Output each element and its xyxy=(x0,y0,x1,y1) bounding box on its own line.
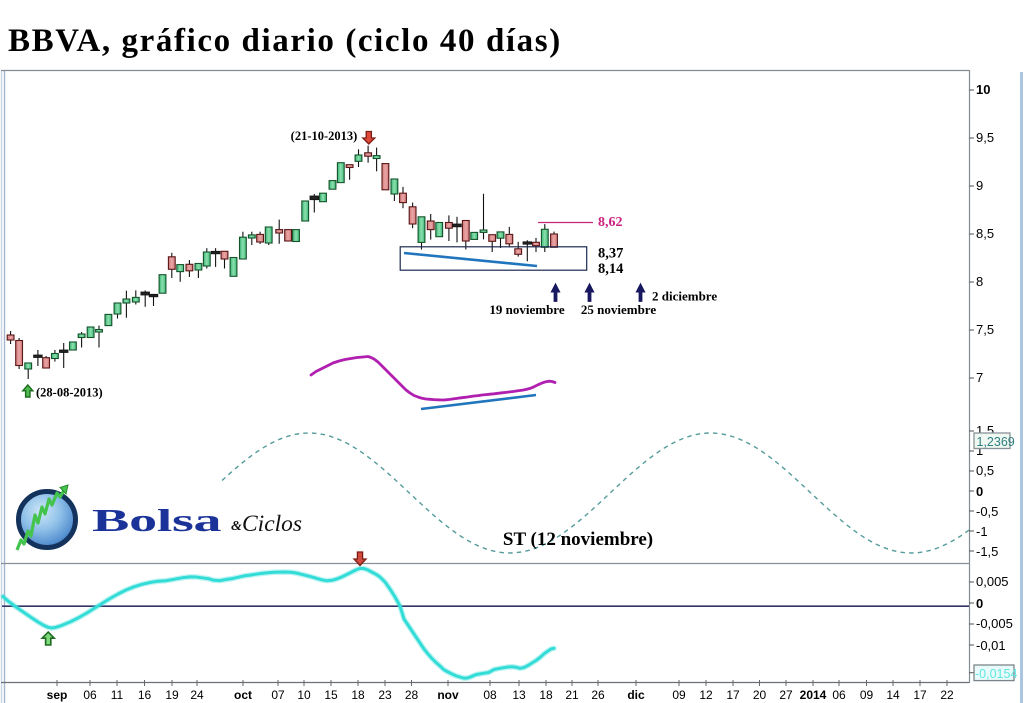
svg-text:Bolsa: Bolsa xyxy=(92,502,222,538)
svg-text:17: 17 xyxy=(726,688,740,702)
svg-text:Ciclos: Ciclos xyxy=(242,511,302,537)
svg-text:-0,01: -0,01 xyxy=(976,638,1006,653)
svg-text:17: 17 xyxy=(913,688,927,702)
svg-text:0: 0 xyxy=(976,484,983,499)
svg-text:-1,5: -1,5 xyxy=(976,544,998,559)
svg-text:9,5: 9,5 xyxy=(976,130,994,145)
svg-text:18: 18 xyxy=(539,688,553,702)
svg-text:09: 09 xyxy=(672,688,686,702)
svg-text:(21-10-2013): (21-10-2013) xyxy=(291,129,358,143)
svg-text:08: 08 xyxy=(483,688,497,702)
svg-text:ST (12 noviembre): ST (12 noviembre) xyxy=(503,529,653,550)
svg-text:19 noviembre: 19 noviembre xyxy=(489,302,564,317)
svg-text:18: 18 xyxy=(351,688,365,702)
svg-text:07: 07 xyxy=(271,688,285,702)
svg-text:09: 09 xyxy=(860,688,874,702)
svg-text:dic: dic xyxy=(627,688,645,702)
svg-text:15: 15 xyxy=(324,688,338,702)
svg-text:-0,0154: -0,0154 xyxy=(975,667,1017,681)
svg-text:0: 0 xyxy=(976,596,983,611)
svg-text:21: 21 xyxy=(565,688,579,702)
svg-text:27: 27 xyxy=(779,688,793,702)
svg-text:0,5: 0,5 xyxy=(976,463,994,478)
svg-text:16: 16 xyxy=(138,688,152,702)
svg-text:13: 13 xyxy=(512,688,526,702)
svg-text:7,5: 7,5 xyxy=(976,322,994,337)
svg-text:sep: sep xyxy=(47,688,68,702)
svg-text:8,62: 8,62 xyxy=(598,215,623,230)
svg-text:23: 23 xyxy=(378,688,392,702)
svg-text:8,14: 8,14 xyxy=(598,261,623,277)
svg-text:8,5: 8,5 xyxy=(976,226,994,241)
svg-text:oct: oct xyxy=(234,688,252,702)
svg-text:0,005: 0,005 xyxy=(976,574,1009,589)
svg-text:12: 12 xyxy=(699,688,713,702)
svg-text:1: 1 xyxy=(976,443,983,458)
svg-text:(28-08-2013): (28-08-2013) xyxy=(36,386,103,400)
svg-text:1,2369: 1,2369 xyxy=(977,435,1015,449)
svg-text:10: 10 xyxy=(976,82,990,97)
svg-text:26: 26 xyxy=(591,688,605,702)
svg-text:BBVA, gráfico diario (ciclo 40: BBVA, gráfico diario (ciclo 40 días) xyxy=(8,23,562,59)
svg-text:06: 06 xyxy=(83,688,97,702)
svg-text:-1: -1 xyxy=(976,524,988,539)
svg-text:28: 28 xyxy=(405,688,419,702)
svg-text:19: 19 xyxy=(165,688,179,702)
svg-text:20: 20 xyxy=(753,688,767,702)
svg-text:-0,005: -0,005 xyxy=(976,616,1013,631)
svg-text:2 diciembre: 2 diciembre xyxy=(652,289,717,304)
svg-text:&: & xyxy=(231,519,242,534)
svg-text:8: 8 xyxy=(976,274,983,289)
svg-text:7: 7 xyxy=(976,370,983,385)
svg-text:nov: nov xyxy=(437,688,459,702)
svg-text:2014: 2014 xyxy=(800,688,827,702)
svg-text:10: 10 xyxy=(297,688,311,702)
svg-text:06: 06 xyxy=(832,688,846,702)
svg-text:8,37: 8,37 xyxy=(598,246,623,262)
svg-text:-0,5: -0,5 xyxy=(976,504,998,519)
svg-text:14: 14 xyxy=(886,688,900,702)
svg-text:24: 24 xyxy=(190,688,204,702)
svg-text:25 noviembre: 25 noviembre xyxy=(581,302,656,317)
svg-text:22: 22 xyxy=(940,688,954,702)
svg-text:9: 9 xyxy=(976,178,983,193)
svg-text:11: 11 xyxy=(111,688,124,702)
